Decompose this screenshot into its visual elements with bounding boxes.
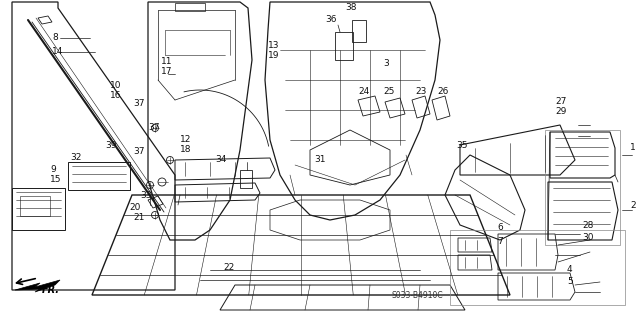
- Text: 7: 7: [497, 238, 503, 247]
- Text: 29: 29: [555, 108, 566, 116]
- Text: 6: 6: [497, 224, 503, 233]
- Text: 39: 39: [105, 140, 116, 150]
- Text: 4: 4: [567, 265, 573, 275]
- Text: 17: 17: [161, 68, 173, 77]
- Bar: [450, 230, 625, 305]
- Text: 13: 13: [268, 41, 280, 49]
- Text: 5: 5: [567, 278, 573, 286]
- Text: 20: 20: [129, 203, 140, 211]
- Text: 25: 25: [383, 86, 394, 95]
- Text: 10: 10: [110, 80, 122, 90]
- Text: 38: 38: [345, 4, 356, 12]
- Text: 2: 2: [630, 201, 636, 210]
- Text: 9: 9: [50, 165, 56, 174]
- Text: 14: 14: [52, 48, 63, 56]
- Text: 22: 22: [223, 263, 234, 272]
- Text: 3: 3: [383, 58, 388, 68]
- Bar: [352, 20, 366, 42]
- Text: 35: 35: [456, 142, 467, 151]
- Text: 37: 37: [148, 123, 159, 132]
- Text: 28: 28: [582, 220, 593, 229]
- Text: 36: 36: [325, 14, 337, 24]
- Text: 37: 37: [133, 147, 145, 157]
- Text: 37: 37: [133, 99, 145, 108]
- Text: 21: 21: [133, 213, 145, 222]
- Text: FR.: FR.: [42, 285, 60, 295]
- Text: 33: 33: [140, 191, 152, 201]
- Text: 12: 12: [180, 135, 191, 144]
- Text: 15: 15: [50, 175, 61, 184]
- Text: 1: 1: [630, 144, 636, 152]
- Bar: [545, 130, 620, 245]
- Text: 23: 23: [415, 86, 426, 95]
- Bar: [240, 170, 252, 188]
- Text: 30: 30: [582, 233, 593, 241]
- Text: 11: 11: [161, 56, 173, 65]
- Text: 18: 18: [180, 145, 191, 154]
- Text: 19: 19: [268, 51, 280, 61]
- Text: 31: 31: [314, 154, 326, 164]
- Text: S033-B4910C: S033-B4910C: [392, 291, 444, 300]
- Bar: [335, 32, 353, 60]
- Polygon shape: [15, 280, 60, 292]
- Bar: [175, 3, 205, 11]
- Text: 32: 32: [70, 152, 81, 161]
- Bar: [20, 196, 50, 216]
- Text: 27: 27: [555, 97, 566, 106]
- Text: 24: 24: [358, 86, 369, 95]
- Text: 26: 26: [437, 86, 449, 95]
- Text: 8: 8: [52, 33, 58, 42]
- Text: 16: 16: [110, 92, 122, 100]
- Text: 34: 34: [215, 155, 227, 165]
